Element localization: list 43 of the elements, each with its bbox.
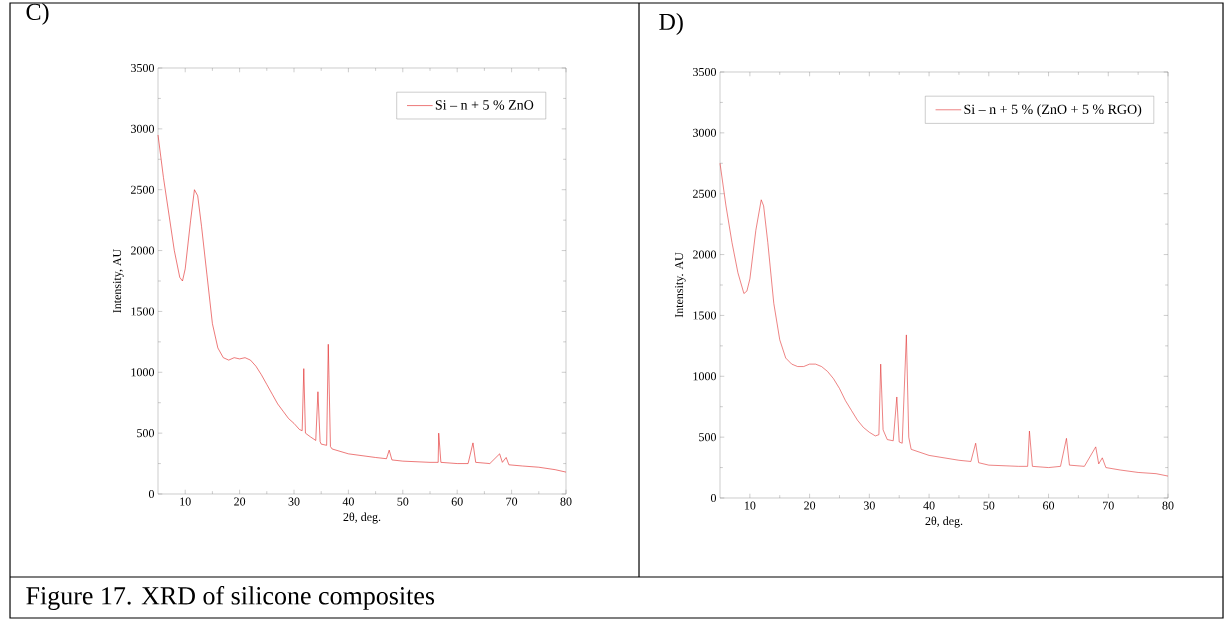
chart-title: C) (26, 3, 49, 25)
x-tick-label: 30 (863, 501, 875, 510)
y-tick-label: 500 (699, 433, 717, 442)
y-tick-label: 3000 (693, 128, 717, 137)
x-tick-label: 80 (560, 497, 572, 506)
y-axis-title: Intensity. AU (675, 252, 686, 318)
x-tick-label: 60 (451, 497, 463, 506)
y-tick-label: 1000 (693, 372, 717, 381)
line-series (157, 134, 567, 473)
chart-title: D) (659, 13, 683, 35)
legend-label: Si – n + 5 % (ZnO + 5 % RGO) (964, 104, 1142, 117)
y-tick-label: 0 (710, 493, 717, 503)
y-tick-label: 3500 (693, 67, 717, 77)
y-axis-title: Intensity, AU (113, 248, 124, 313)
y-tick-label: 3500 (131, 63, 155, 73)
x-tick-label: 10 (180, 497, 191, 506)
y-tick-label: 1500 (131, 307, 155, 316)
y-tick-label: 3000 (131, 124, 155, 133)
y-tick-label: 2000 (693, 250, 717, 259)
x-axis-title: 2θ, deg. (343, 512, 381, 524)
x-tick-label: 60 (1043, 501, 1055, 510)
caption: Figure 17. XRD of silicone composites (26, 586, 435, 610)
x-tick-label: 80 (1162, 501, 1174, 510)
y-tick-label: 2500 (131, 185, 155, 194)
line-series (719, 162, 1169, 477)
x-tick-label: 40 (923, 501, 935, 510)
x-tick-label: 50 (983, 501, 995, 510)
x-axis-title: 2θ, deg. (925, 516, 963, 528)
y-tick-label: 0 (148, 489, 155, 499)
y-tick-label: 1500 (693, 311, 717, 320)
x-tick-label: 20 (804, 501, 816, 510)
y-tick-label: 2000 (131, 246, 155, 255)
x-tick-label: 40 (342, 497, 354, 506)
x-tick-label: 70 (1103, 501, 1114, 510)
x-tick-label: 70 (506, 497, 518, 506)
y-tick-label: 2500 (693, 189, 717, 198)
y-tick-label: 1000 (131, 368, 155, 377)
x-tick-label: 30 (288, 497, 300, 506)
x-tick-label: 10 (744, 501, 756, 510)
y-tick-label: 500 (137, 429, 155, 438)
legend-label: Si – n + 5 % ZnO (435, 100, 534, 110)
x-tick-label: 20 (234, 497, 246, 506)
x-tick-label: 50 (397, 497, 409, 506)
